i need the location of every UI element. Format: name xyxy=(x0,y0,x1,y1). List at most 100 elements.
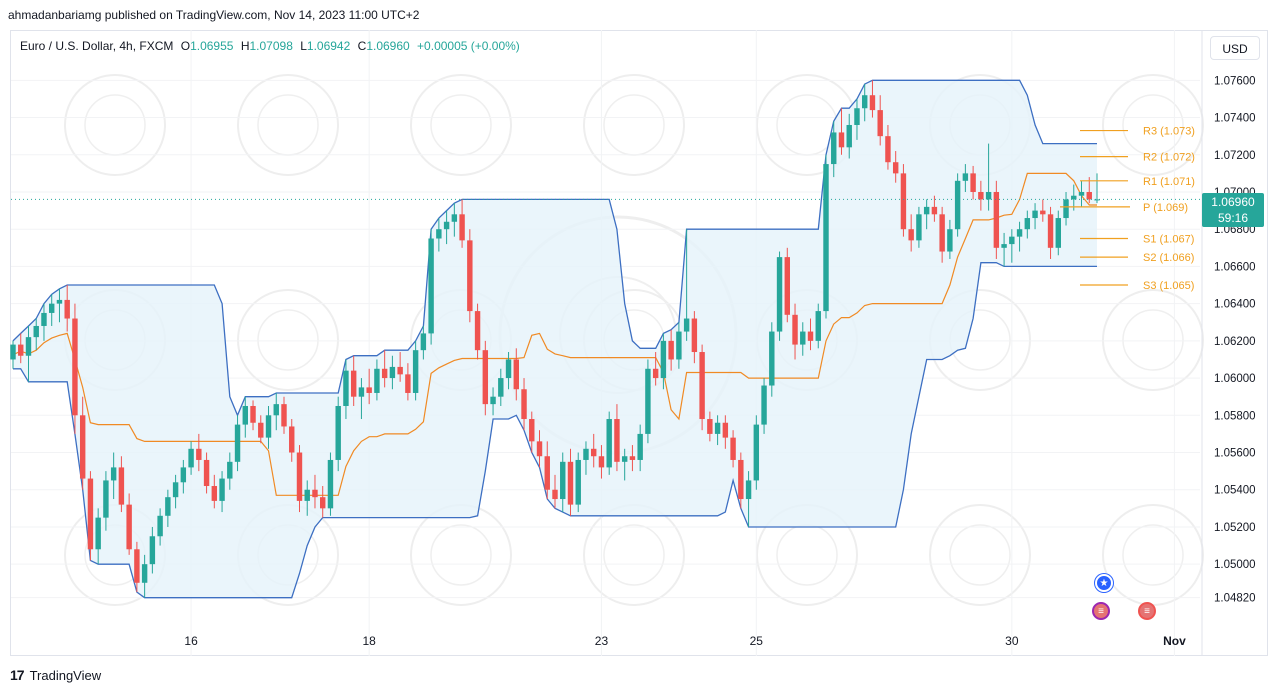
candle-body xyxy=(660,340,667,379)
watermark-seal xyxy=(583,74,685,176)
candle-body xyxy=(722,422,729,438)
us-event-icon-2[interactable]: ≡ xyxy=(1138,602,1156,620)
watermark-seal-inner xyxy=(430,524,492,586)
currency-button[interactable]: USD xyxy=(1210,36,1260,60)
candle xyxy=(196,433,202,472)
watermark-seal-inner xyxy=(84,94,146,156)
high-value: 1.07098 xyxy=(249,39,293,53)
candle-body xyxy=(498,378,504,397)
candle-body xyxy=(72,318,78,416)
candle xyxy=(978,180,984,211)
candle xyxy=(730,430,736,468)
candle-body xyxy=(862,95,868,109)
candle-body xyxy=(420,333,427,351)
candle xyxy=(110,452,117,500)
candle-body xyxy=(831,132,837,165)
candle xyxy=(668,329,674,371)
candle-body xyxy=(993,191,1000,248)
candle-body xyxy=(637,433,643,460)
candle-body xyxy=(381,368,388,379)
symbol-legend: Euro / U.S. Dollar, 4h, FXCM O1.06955 H1… xyxy=(20,39,520,53)
candle xyxy=(64,285,70,332)
candle xyxy=(428,229,434,345)
candle-body xyxy=(459,214,465,241)
candle xyxy=(560,452,566,513)
candle xyxy=(761,378,767,434)
candle xyxy=(970,165,976,200)
candle-body xyxy=(939,214,945,252)
candle xyxy=(831,121,837,178)
publisher-line: ahmadanbariamg published on TradingView.… xyxy=(8,8,420,22)
candle-body xyxy=(412,350,419,393)
candle xyxy=(575,452,581,513)
candle xyxy=(521,378,527,431)
candle-body xyxy=(273,404,279,416)
candle xyxy=(1094,173,1100,204)
candle-body xyxy=(474,311,481,351)
open-value: 1.06955 xyxy=(190,39,234,53)
candle-body xyxy=(343,370,349,406)
y-tick-label: 1.07400 xyxy=(1214,113,1256,125)
candle-body xyxy=(1040,210,1046,215)
us-event-icon[interactable]: ≡ xyxy=(1092,602,1110,620)
y-tick-label: 1.05800 xyxy=(1214,410,1256,422)
candle xyxy=(172,474,179,509)
candle xyxy=(126,493,132,555)
candle xyxy=(381,350,388,388)
candle-body xyxy=(149,536,156,565)
candle-body xyxy=(947,229,953,252)
candle xyxy=(962,164,969,192)
candle xyxy=(954,173,961,237)
candle xyxy=(87,471,94,561)
x-tick-label: Nov xyxy=(1163,634,1186,648)
pivot-label: R2 (1.072) xyxy=(1143,152,1195,164)
candle-body xyxy=(405,374,411,393)
candle xyxy=(443,210,450,245)
candle xyxy=(304,480,310,516)
candle xyxy=(25,325,32,382)
candle-body xyxy=(699,352,705,420)
symbol-name: Euro / U.S. Dollar, 4h, FXCM xyxy=(20,39,174,53)
candle xyxy=(877,95,883,146)
candle xyxy=(56,288,63,323)
candle xyxy=(769,322,775,397)
pivot-layer: R3 (1.073) R2 (1.072) R1 (1.071) P (1.069) S… xyxy=(1060,126,1195,292)
candle-body xyxy=(227,461,233,479)
watermark-seal-inner xyxy=(776,524,838,586)
candle xyxy=(505,352,512,390)
open-label: O xyxy=(180,39,191,53)
candle xyxy=(103,471,109,531)
candle-body xyxy=(583,448,589,460)
candle-body xyxy=(621,456,628,462)
candle xyxy=(467,229,473,323)
eu-event-icon[interactable]: ★ xyxy=(1095,574,1113,592)
candle xyxy=(823,154,829,319)
candle-body xyxy=(172,482,179,498)
candle-body xyxy=(792,314,798,345)
candle xyxy=(691,311,698,364)
candle-body xyxy=(203,459,210,487)
candle-body xyxy=(567,461,574,505)
candle-body xyxy=(157,515,163,537)
x-tick-label: 23 xyxy=(595,634,609,648)
candle xyxy=(366,368,372,405)
candle-body xyxy=(691,318,698,353)
candle-body xyxy=(544,456,550,490)
candle-body xyxy=(529,419,535,442)
candle-body xyxy=(33,325,39,338)
candle xyxy=(637,424,643,472)
candle-body xyxy=(41,312,47,326)
candle xyxy=(544,441,550,500)
tradingview-brand[interactable]: 17 TradingView xyxy=(10,667,101,683)
candle-body xyxy=(838,132,845,148)
chart-frame[interactable] xyxy=(10,30,1268,656)
candle xyxy=(1047,206,1054,259)
candle xyxy=(993,180,1000,259)
candle-body xyxy=(985,191,992,200)
candle-body xyxy=(1055,218,1061,248)
candle xyxy=(1032,203,1038,230)
candle xyxy=(1063,191,1069,226)
watermark-seal xyxy=(64,74,166,176)
watermark-seal xyxy=(237,74,339,176)
